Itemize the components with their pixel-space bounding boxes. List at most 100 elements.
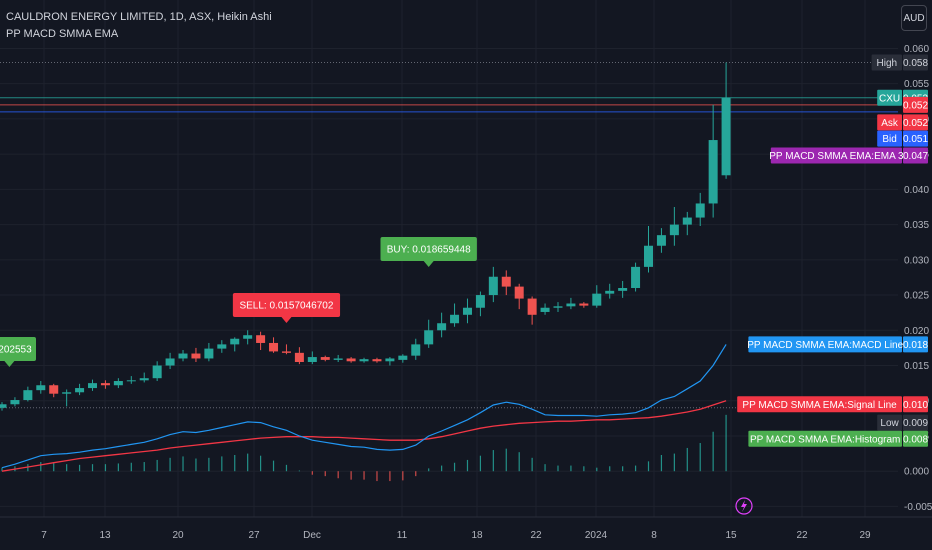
candle-body (178, 353, 188, 359)
x-tick-label: 13 (99, 530, 111, 541)
lightning-circle (735, 497, 753, 515)
price-tag-label: CXU (879, 93, 900, 104)
price-tag-value-bg (903, 396, 928, 413)
histogram-bar (169, 457, 171, 472)
candle-body (62, 392, 72, 394)
histogram-bar (298, 470, 300, 472)
y-tick-label: -0.005 (904, 502, 932, 513)
price-tag-label-bg (871, 54, 902, 71)
histogram-bar (143, 462, 145, 472)
candle-body (527, 298, 537, 315)
price-tag-label-bg (770, 147, 902, 164)
histogram-bar (117, 463, 119, 472)
price-tag-value-bg (903, 114, 928, 131)
histogram-bar (350, 471, 352, 480)
candle-body (592, 293, 602, 306)
histogram-bar (78, 464, 81, 472)
price-tag-value: 0.051 (903, 134, 928, 145)
histogram-bar (634, 465, 637, 472)
histogram-bar (285, 464, 288, 472)
price-lines (0, 62, 898, 409)
price-tag-value-bg (903, 147, 928, 164)
y-tick-label: 0.035 (904, 220, 929, 231)
symbol-title: CAULDRON ENERGY LIMITED, 1D, ASX, Heikin… (6, 11, 272, 23)
macd-lines (1, 344, 727, 472)
price-tags: 0.058High0.053CXU0.0520.052Ask0.051Bid0.… (737, 54, 928, 447)
histogram-bar (673, 453, 675, 472)
candle-body (488, 276, 498, 296)
candle-body (294, 352, 304, 362)
time-axis: 7 13 20 27 Dec 11 18 22 2024 8 15 22 29 (0, 497, 932, 541)
price-tag-label-bg (748, 430, 902, 447)
candle-body (424, 330, 434, 345)
signal-callouts: BUY: 0.018659448 SELL: 0.0157046702 942025… (0, 237, 477, 367)
indicator-title[interactable]: PP MACD SMMA EMA (6, 28, 119, 40)
candle-body (450, 314, 460, 324)
histogram-bar (596, 467, 598, 472)
candle-body (75, 388, 85, 393)
x-tick-label: 15 (725, 530, 737, 541)
x-tick-label: Dec (303, 530, 321, 541)
histogram-bar (479, 455, 482, 472)
histogram-bar (660, 454, 663, 472)
currency-button[interactable]: AUD (901, 5, 927, 31)
candle-body (566, 303, 576, 307)
candle-body (88, 383, 98, 389)
histogram-bar (544, 464, 546, 472)
candle-body (23, 390, 33, 401)
candle-body (359, 359, 369, 362)
candle-body (618, 288, 628, 291)
candle-body (514, 286, 524, 299)
signal-pointer (423, 261, 434, 267)
histogram-bar (66, 464, 68, 472)
signal-box (380, 237, 477, 261)
histogram-bar (182, 456, 184, 472)
price-tag-label: Low (880, 418, 899, 429)
price-tag-value: 0.052 (903, 100, 928, 111)
signal-pointer (281, 317, 292, 323)
y-tick-label: 0.055 (904, 79, 929, 90)
candle-body (605, 290, 615, 294)
histogram-bar (104, 464, 107, 472)
histogram-bar (389, 471, 391, 482)
histogram-bar (712, 431, 714, 472)
x-tick-label: 18 (471, 530, 483, 541)
y-tick-label: 0.020 (904, 326, 929, 337)
candle-body (165, 358, 175, 366)
candle-body (333, 358, 343, 360)
candle-body (269, 342, 279, 352)
buy-signal: 94202553 (0, 337, 36, 367)
price-tag-label-bg (877, 130, 902, 147)
x-tick-label: 22 (796, 530, 808, 541)
signal-box (232, 293, 341, 317)
x-tick-label: 7 (41, 530, 47, 541)
x-tick-label: 8 (651, 530, 657, 541)
y-tick-label: 0.030 (904, 255, 929, 266)
price-axis: 0.0600.0550.0500.0450.0400.0350.0300.025… (898, 0, 932, 550)
price-tag-value: 0.047 (903, 151, 928, 162)
macd-line (1, 344, 727, 469)
candle-body (281, 351, 291, 353)
candle-body (411, 344, 421, 356)
histogram-bar (130, 462, 132, 472)
price-tag-label: High (877, 58, 898, 69)
chart-legend: CAULDRON ENERGY LIMITED, 1D, ASX, Heikin… (6, 9, 272, 43)
price-tag-label-bg (748, 336, 902, 353)
histogram-bar (725, 414, 727, 472)
x-tick-label: 29 (859, 530, 871, 541)
histogram-bar (195, 458, 197, 472)
candle-body (0, 404, 7, 408)
price-tag: 0.052 Ask (877, 114, 928, 131)
price-tag: 0.058 High (871, 54, 928, 71)
x-tick-label: 11 (397, 530, 408, 541)
histogram-bar (609, 466, 611, 472)
histogram-bar (247, 453, 249, 472)
x-tick-label: 20 (172, 530, 184, 541)
candle-body (644, 245, 653, 267)
y-tick-label: 0.025 (904, 291, 929, 302)
candle-body (243, 335, 253, 339)
grid (0, 0, 898, 517)
